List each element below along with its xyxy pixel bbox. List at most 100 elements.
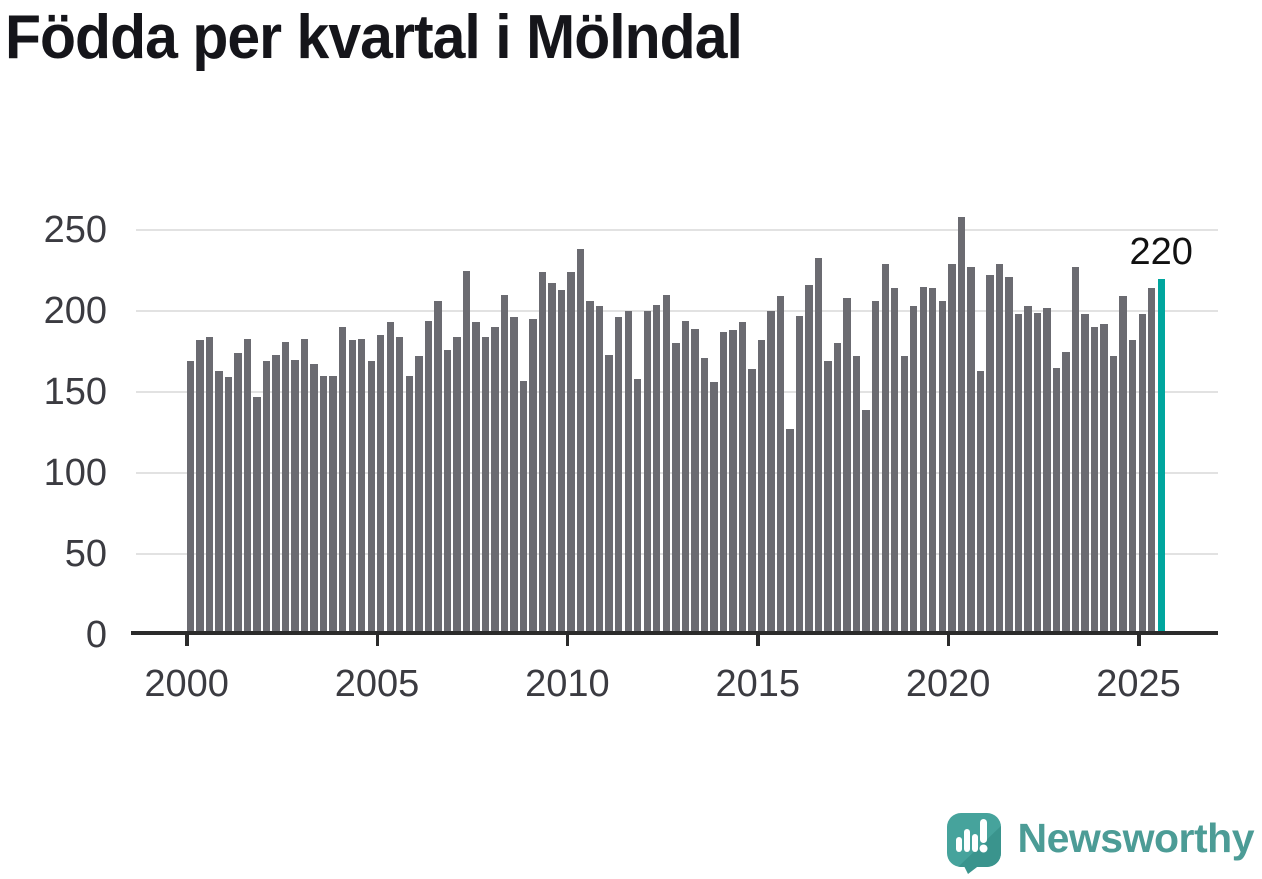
y-tick-label: 50 [64,533,107,575]
logo-bubble-tail [962,864,981,874]
bar [196,340,204,635]
bar [529,319,537,635]
bar [567,272,575,635]
bar [852,356,861,635]
bar [519,380,528,635]
bar [424,320,433,635]
bar [491,327,499,635]
bar [510,317,518,635]
bar [348,340,356,635]
bar [919,286,927,635]
bar [338,327,347,635]
last-value-label: 220 [1129,230,1193,273]
bar [253,396,261,635]
bar [1128,340,1137,635]
bar [462,270,471,635]
bar [557,289,566,635]
brand-name: Newsworthy [1017,815,1255,861]
bar [1090,327,1099,635]
bar [443,349,452,635]
bar [729,330,737,635]
x-tick [375,635,380,646]
bar [310,364,318,635]
bar [281,341,290,635]
bar [767,311,775,635]
bar [929,288,937,635]
bar [624,311,632,635]
bar [377,335,385,635]
bar [881,264,889,635]
bar [681,320,690,635]
bar [1014,314,1023,635]
x-tick [565,635,570,646]
plot-area: 0 50 100 150 200 250 2000 2005 2010 2015 2020 2025… [43,211,1218,705]
bar [995,264,1004,635]
bar [1109,356,1118,635]
bar [1081,314,1089,635]
x-tick-label: 2020 [905,663,991,705]
bar [396,336,404,635]
bar [814,257,823,635]
chart-title: Födda per kvartal i Mölndal [5,3,743,72]
bar [710,382,718,635]
y-tick-label: 100 [43,452,107,494]
bar [453,336,461,635]
bar [862,409,870,635]
bar [272,354,280,635]
bar [367,361,375,635]
bar [967,267,975,635]
bar [291,359,299,635]
bar [1033,312,1042,635]
bar [938,301,946,635]
gridline [136,310,1218,312]
bar [615,317,623,635]
bar [976,370,985,635]
bar [605,354,613,635]
bar [481,336,490,635]
bar [186,361,195,635]
bar [662,294,670,635]
bar [586,301,594,635]
bar [1024,306,1032,635]
gridline [136,229,1218,231]
bar [434,301,442,635]
bar [1043,307,1051,635]
bar [776,296,785,635]
x-axis-line [131,631,1218,635]
bar [643,311,651,635]
bar [748,369,756,635]
bar [891,288,899,635]
bar [1119,296,1127,635]
x-tick-label: 2025 [1096,663,1181,705]
bar [548,283,556,635]
bar [234,353,242,635]
bar [500,294,509,635]
bar [595,306,604,635]
bar [1148,288,1156,635]
bar [843,298,851,635]
bar [1052,367,1061,635]
bar [1005,276,1013,635]
y-tick-label: 0 [85,614,107,656]
y-tick-label: 150 [43,371,107,413]
x-tick [1137,635,1141,646]
bar [319,375,328,635]
bar [719,332,728,635]
bar [1100,323,1108,635]
bar [386,322,394,635]
x-tick-label: 2015 [715,663,801,705]
x-tick [756,635,760,646]
bar [243,338,252,635]
bar [833,343,842,635]
bar [405,375,413,635]
logo-minibars [955,819,987,853]
bar [824,361,832,635]
bar [472,322,480,635]
x-tick-label: 2010 [525,663,610,705]
bar-highlighted [1157,278,1165,635]
bar [1071,267,1080,635]
bar [329,375,337,635]
bar [786,429,794,635]
bar [634,379,642,635]
bar [358,338,366,635]
